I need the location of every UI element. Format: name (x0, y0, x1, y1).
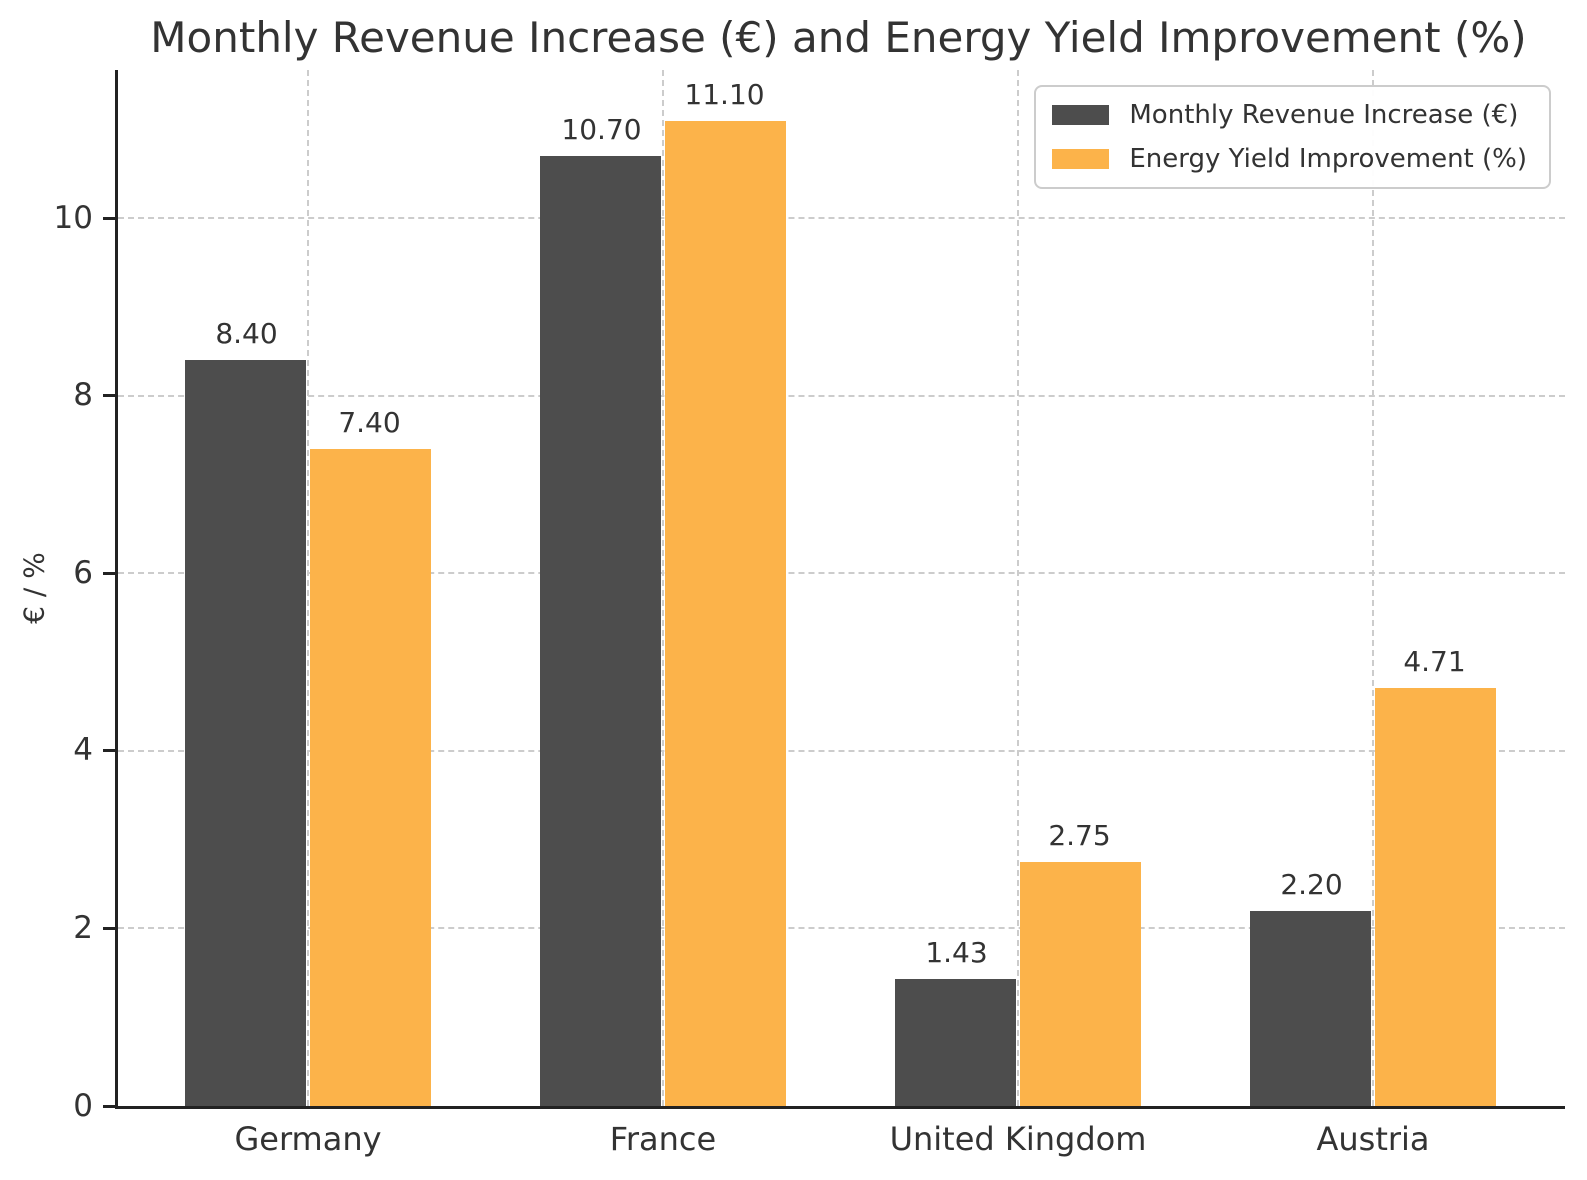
grid-line-vertical (1372, 70, 1374, 1106)
y-tick-label: 4 (73, 732, 93, 769)
value-label-germany-1: 8.40 (215, 317, 278, 351)
legend-swatch-yield-icon (1052, 149, 1110, 169)
legend-label-yield: Energy Yield Improvement (%) (1129, 144, 1527, 174)
y-tick-mark (103, 216, 115, 220)
plot-area: 0 2 4 6 8 10 8.40 7.40 Germany 10.70 11.10 France 1.… (54, 70, 1565, 1158)
grid-line-vertical (307, 70, 309, 1106)
y-tick-label: 10 (53, 199, 93, 236)
grid-line-vertical (662, 70, 664, 1106)
grid-line-horizontal (118, 927, 1565, 930)
grid-line-vertical (1017, 70, 1019, 1106)
value-label-united-kingdom-1: 1.43 (925, 936, 988, 970)
x-tick-label-germany: Germany (234, 1120, 382, 1158)
grid-line-horizontal (118, 217, 1565, 220)
y-tick-label: 2 (73, 909, 93, 946)
bar-monthly-revenue-increase-united-kingdom (895, 979, 1016, 1106)
y-tick-mark (103, 926, 115, 930)
x-tick-label-france: France (609, 1120, 717, 1158)
value-label-austria-2: 4.71 (1403, 644, 1466, 678)
y-tick-label: 8 (73, 377, 93, 414)
bar-monthly-revenue-increase-france (540, 156, 661, 1106)
bar-energy-yield-improvement-france (665, 120, 786, 1106)
bar-energy-yield-improvement-austria (1375, 687, 1496, 1106)
chart-title: Monthly Revenue Increase (€) and Energy … (150, 13, 1527, 62)
y-tick-mark (103, 571, 115, 575)
value-label-austria-1: 2.20 (1280, 867, 1343, 901)
value-label-germany-2: 7.40 (338, 406, 401, 440)
grid-line-horizontal (118, 749, 1565, 752)
x-tick-label-united-kingdom: United Kingdom (889, 1120, 1147, 1158)
legend-item-revenue: Monthly Revenue Increase (€) (1052, 100, 1527, 130)
bar-energy-yield-improvement-germany (310, 449, 431, 1106)
legend-label-revenue: Monthly Revenue Increase (€) (1129, 100, 1519, 130)
y-tick-label: 6 (73, 554, 93, 591)
x-tick-label-austria: Austria (1316, 1120, 1430, 1158)
legend: Monthly Revenue Increase (€) Energy Yiel… (1034, 85, 1551, 189)
value-label-united-kingdom-2: 2.75 (1048, 818, 1111, 852)
y-tick-mark (103, 1104, 115, 1108)
bar-energy-yield-improvement-united-kingdom (1020, 861, 1141, 1106)
value-label-france-1: 10.70 (561, 113, 642, 147)
y-tick-mark (103, 749, 115, 753)
grid-line-horizontal (118, 394, 1565, 397)
bar-monthly-revenue-increase-germany (185, 360, 306, 1106)
y-tick-label: 0 (73, 1087, 93, 1124)
legend-swatch-revenue-icon (1052, 105, 1110, 125)
y-tick-mark (103, 394, 115, 398)
legend-item-yield: Energy Yield Improvement (%) (1052, 144, 1527, 174)
grid-line-horizontal (118, 572, 1565, 575)
bar-monthly-revenue-increase-austria (1250, 910, 1371, 1106)
value-label-france-2: 11.10 (684, 77, 765, 111)
